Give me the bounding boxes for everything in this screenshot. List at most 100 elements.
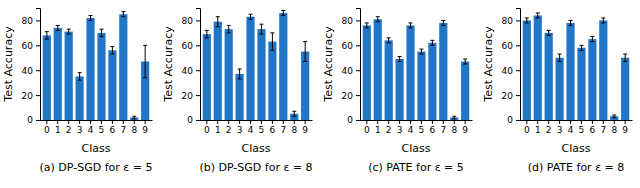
x-axis: 0123456789 xyxy=(41,120,153,135)
tick-mark xyxy=(123,120,124,124)
bar xyxy=(385,40,393,120)
error-cap xyxy=(569,25,573,26)
tick-mark xyxy=(283,120,284,124)
error-line xyxy=(228,25,229,32)
error-bar xyxy=(376,17,380,22)
tick-label: 6 xyxy=(110,125,116,135)
tick-mark xyxy=(46,120,47,124)
error-cap xyxy=(238,78,242,79)
error-cap xyxy=(110,54,114,55)
tick: 0 xyxy=(204,120,210,135)
tick-label: 4 xyxy=(568,125,574,135)
error-bar xyxy=(227,25,231,32)
tick: 3 xyxy=(77,120,83,135)
tick: 3 xyxy=(557,120,563,135)
tick-label: 8 xyxy=(611,125,617,135)
error-bar xyxy=(56,25,60,30)
error-cap xyxy=(216,16,220,17)
tick-mark xyxy=(250,120,251,124)
error-cap xyxy=(463,64,467,65)
error-line xyxy=(432,40,433,45)
tick-mark xyxy=(356,120,360,121)
plot-area xyxy=(203,10,310,120)
bar xyxy=(556,58,564,120)
tick-label: 80 xyxy=(342,16,354,26)
error-line xyxy=(206,30,207,37)
error-cap xyxy=(132,116,136,117)
error-cap xyxy=(601,22,605,23)
tick-mark xyxy=(399,120,400,124)
tick-label: 0 xyxy=(44,125,50,135)
error-line xyxy=(410,23,411,28)
tick: 0 xyxy=(364,120,370,135)
tick-label: 80 xyxy=(22,16,34,26)
error-line xyxy=(217,17,218,27)
error-line xyxy=(366,23,367,28)
error-cap xyxy=(579,45,583,46)
error-line xyxy=(443,20,444,25)
tick-label: 2 xyxy=(66,125,72,135)
error-cap xyxy=(99,29,103,30)
error-bar xyxy=(45,32,49,39)
bar xyxy=(268,42,276,120)
error-cap xyxy=(536,12,540,13)
tick: 60 xyxy=(182,41,200,51)
error-line xyxy=(112,47,113,54)
error-bar xyxy=(78,73,82,80)
tick: 5 xyxy=(579,120,585,135)
tick-label: 3 xyxy=(237,125,243,135)
error-cap xyxy=(89,15,93,16)
tick-label: 0 xyxy=(507,115,513,125)
error-cap xyxy=(56,25,60,26)
tick: 80 xyxy=(342,16,360,26)
bar xyxy=(257,29,265,120)
error-bar xyxy=(558,54,562,61)
error-cap xyxy=(249,14,253,15)
tick: 60 xyxy=(342,41,360,51)
error-cap xyxy=(398,56,402,57)
tick-mark xyxy=(603,120,604,124)
tick: 40 xyxy=(502,66,520,76)
error-cap xyxy=(579,50,583,51)
error-bar xyxy=(99,29,103,36)
error-cap xyxy=(45,39,49,40)
tick-mark xyxy=(145,120,146,124)
error-line xyxy=(145,45,146,77)
error-bar xyxy=(132,116,136,118)
tick: 20 xyxy=(342,90,360,100)
tick-label: 60 xyxy=(22,41,34,51)
error-bar xyxy=(365,23,369,28)
tick-mark xyxy=(614,120,615,124)
error-bar xyxy=(292,111,296,116)
bar xyxy=(203,34,211,120)
error-cap xyxy=(547,35,551,36)
error-bar xyxy=(143,45,147,77)
error-cap xyxy=(409,27,413,28)
error-cap xyxy=(303,41,307,42)
tick: 3 xyxy=(397,120,403,135)
tick-label: 20 xyxy=(342,90,354,100)
bar xyxy=(108,50,116,120)
error-line xyxy=(305,42,306,62)
tick-mark xyxy=(36,70,40,71)
tick: 6 xyxy=(590,120,596,135)
bar xyxy=(461,62,469,120)
error-line xyxy=(57,25,58,30)
tick-mark xyxy=(454,120,455,124)
y-axis-label: Test Accuracy xyxy=(2,26,15,103)
error-line xyxy=(537,13,538,18)
tick: 20 xyxy=(502,90,520,100)
bar xyxy=(599,20,607,120)
tick-mark xyxy=(516,95,520,96)
error-cap xyxy=(376,16,380,17)
error-line xyxy=(603,18,604,23)
tick: 40 xyxy=(182,66,200,76)
tick-mark xyxy=(228,120,229,124)
error-cap xyxy=(78,72,82,73)
error-line xyxy=(592,37,593,42)
error-line xyxy=(261,24,262,34)
panel: 0204060800123456789ClassTest Accuracy(d)… xyxy=(482,9,633,175)
tick: 80 xyxy=(182,16,200,26)
bar xyxy=(374,19,382,120)
y-axis: 020406080 xyxy=(182,9,201,126)
